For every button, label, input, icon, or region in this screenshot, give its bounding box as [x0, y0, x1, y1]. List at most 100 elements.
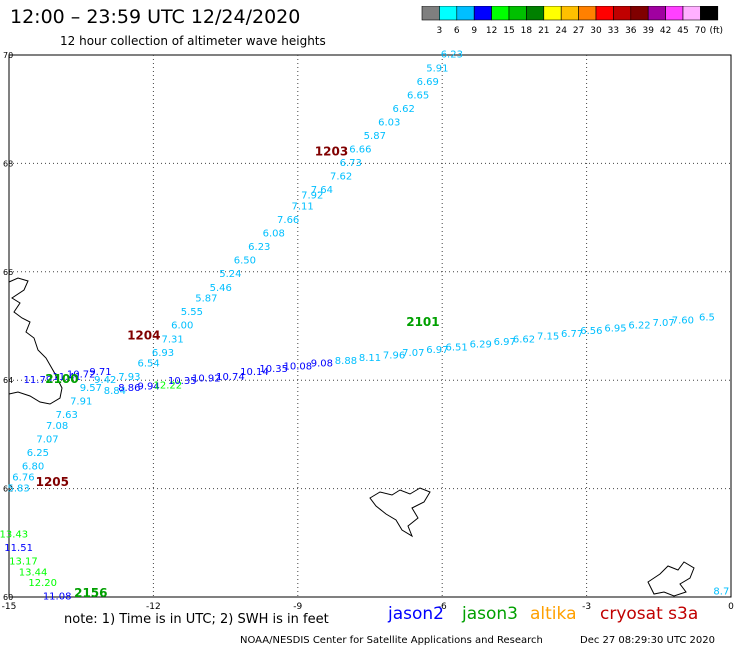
wave-height-value: 13.43: [0, 529, 28, 540]
wave-height-value: 6.95: [604, 323, 626, 334]
colorbar-label: 70: [695, 26, 707, 36]
wave-height-value: 11.41: [52, 372, 81, 383]
wave-height-value: 7.07: [652, 318, 674, 329]
colorbar-label: 30: [590, 26, 602, 36]
wave-height-value: 6.73: [340, 158, 362, 169]
wave-height-value: 6.56: [580, 326, 602, 337]
wave-height-value: 10.35: [259, 364, 288, 375]
wave-height-value: 6.66: [349, 145, 371, 156]
wave-height-value: 6.97: [426, 345, 448, 356]
colorbar-label: 45: [677, 26, 688, 36]
latitude-label: 64: [3, 376, 13, 385]
wave-height-value: 11.51: [4, 543, 33, 554]
wave-height-value: 6.03: [378, 117, 400, 128]
wave-height-value: 7.15: [537, 332, 559, 343]
wave-height-value: 6.62: [393, 104, 415, 115]
wave-height-value: 6.76: [12, 472, 34, 483]
wave-height-value: 7.92: [301, 191, 323, 202]
wave-height-value: 9.08: [311, 359, 333, 370]
wave-height-value: 5.87: [364, 131, 386, 142]
shetland-islands-coastline: [647, 561, 695, 597]
wave-height-value: 8.86: [118, 383, 140, 394]
wave-height-value: 12.20: [28, 578, 57, 589]
pass-time-label: 2100: [45, 372, 78, 386]
wave-height-value: 7.64: [311, 185, 333, 196]
wave-height-value: 6.69: [417, 77, 439, 88]
colorbar-label: 39: [642, 26, 654, 36]
colorbar-label: 18: [521, 26, 533, 36]
wave-height-value: 6.23: [248, 242, 270, 253]
legend-altika: altika: [530, 604, 577, 624]
map-frame: [8, 54, 732, 598]
wave-height-value: 9.42: [94, 375, 116, 386]
colorbar-label: 9: [471, 26, 477, 36]
wave-height-value: 9.57: [80, 383, 102, 394]
wave-height-value: 6.22: [628, 321, 650, 332]
legend-jason2: jason2: [388, 604, 444, 624]
longitude-label: -12: [146, 602, 161, 612]
wave-height-value: 7.07: [402, 348, 424, 359]
wave-height-value: 6.51: [446, 342, 468, 353]
units-note: note: 1) Time is in UTC; 2) SWH is in fe…: [64, 612, 329, 627]
wave-height-value: 5.55: [181, 307, 203, 318]
wave-height-value: 10.92: [192, 373, 221, 384]
wave-height-value: 7.07: [36, 435, 58, 446]
wave-height-value: 5.24: [219, 269, 241, 280]
latitude-label: 60: [3, 593, 13, 602]
wave-height-value: 5.83: [7, 483, 29, 494]
wave-height-value: 7.60: [672, 315, 694, 326]
pass-time-label: 2101: [406, 315, 439, 329]
wave-height-value: 10.74: [216, 372, 245, 383]
wave-height-value: 11.08: [43, 592, 72, 603]
wave-height-value: 6.50: [234, 256, 256, 267]
longitude-label: -6: [438, 602, 447, 612]
legend-jason3: jason3: [462, 604, 518, 624]
wave-height-value: 6.80: [22, 462, 44, 473]
wave-height-value: 7.93: [118, 372, 140, 383]
color-scale-legend: 3 6 9 12 15 18 21 24 27 30 33 36 39 42 45 70 (ft): [421, 6, 723, 36]
wave-height-value: 6.54: [137, 359, 159, 370]
wave-height-value: 6.77: [561, 329, 583, 340]
longitude-label: 0: [728, 602, 734, 612]
wave-height-value: 9.71: [89, 367, 111, 378]
colorbar-label: 15: [503, 26, 514, 36]
wave-height-value: 13.44: [19, 567, 48, 578]
wave-height-value: 7.96: [383, 351, 405, 362]
wave-height-value: 7.08: [46, 421, 68, 432]
legend-cryosat-s3a: cryosat s3a: [600, 604, 699, 624]
latitude-label: 70: [3, 51, 13, 60]
wave-height-value: 6.08: [263, 229, 285, 240]
pass-time-label: 1203: [315, 144, 348, 158]
wave-height-value: 12.22: [154, 380, 183, 391]
wave-height-value: 6.97: [494, 337, 516, 348]
wave-height-value: 6.25: [27, 448, 49, 459]
wave-height-value: 10.72: [67, 369, 96, 380]
generated-timestamp: Dec 27 08:29:30 UTC 2020: [580, 635, 715, 646]
wave-height-value: 5.91: [426, 63, 448, 74]
wave-height-value: 7.63: [56, 410, 78, 421]
wave-height-value: 7.66: [277, 215, 299, 226]
wave-height-value: 9.94: [137, 381, 159, 392]
wave-height-value: 6.29: [470, 340, 492, 351]
colorbar-label: 12: [486, 26, 497, 36]
colorbar-unit: (ft): [709, 26, 723, 36]
wave-height-value: 10.08: [283, 361, 312, 372]
colorbar-label: 36: [625, 26, 637, 36]
wave-height-value: 8.7: [713, 586, 729, 597]
colorbar-label: 42: [660, 26, 671, 36]
wave-height-value: 7.91: [70, 397, 92, 408]
pass-time-label: 1204: [127, 329, 160, 343]
wave-height-value: 5.87: [195, 294, 217, 305]
wave-height-value: 7.31: [162, 334, 184, 345]
pass-time-label: 2156: [74, 586, 107, 600]
wave-height-value: 10.35: [168, 376, 197, 387]
wave-height-value: 6.62: [513, 334, 535, 345]
wave-height-value: 8.88: [335, 356, 357, 367]
colorbar-label: 27: [573, 26, 584, 36]
wave-height-value: 7.11: [291, 201, 313, 212]
latitude-label: 66: [3, 268, 13, 277]
latitude-label: 68: [3, 159, 13, 168]
wave-height-value: 10.14: [240, 367, 269, 378]
colorbar-label: 3: [437, 26, 443, 36]
